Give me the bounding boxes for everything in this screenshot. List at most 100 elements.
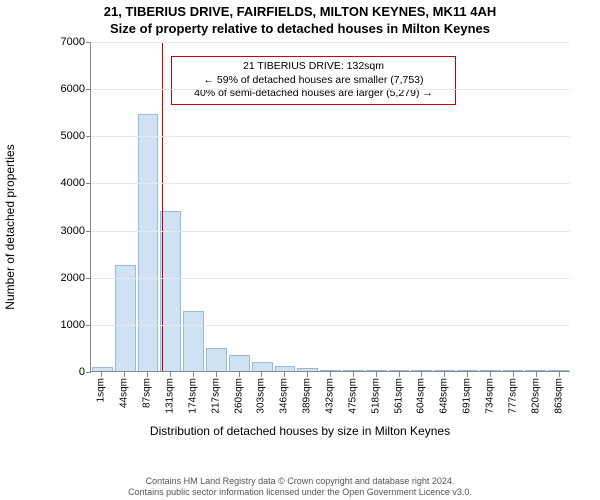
x-tick-label: 217sqm — [210, 378, 221, 414]
x-tick-mark — [101, 372, 102, 377]
x-tick-label: 604sqm — [416, 378, 427, 414]
histogram-bar — [503, 370, 524, 371]
y-tick-label: 6000 — [61, 83, 91, 95]
x-axis-title: Distribution of detached houses by size … — [0, 424, 600, 438]
y-tick-label: 7000 — [61, 36, 91, 48]
histogram-bar — [160, 211, 181, 371]
x-tick: 1sqm — [90, 372, 113, 412]
x-tick-label: 131sqm — [165, 378, 176, 414]
x-tick-mark — [239, 372, 240, 377]
histogram-bar — [138, 114, 159, 371]
histogram-bar — [548, 370, 569, 371]
y-tick-label: 2000 — [61, 272, 91, 284]
x-tick-mark — [216, 372, 217, 377]
x-tick: 777sqm — [501, 372, 524, 412]
histogram-bar — [525, 370, 546, 371]
x-tick-label: 87sqm — [142, 378, 153, 408]
x-tick-label: 174sqm — [187, 378, 198, 414]
x-tick: 432sqm — [319, 372, 342, 412]
x-tick-label: 648sqm — [439, 378, 450, 414]
gridline — [91, 42, 570, 43]
x-tick-mark — [124, 372, 125, 377]
y-tick-label: 3000 — [61, 225, 91, 237]
plot-area: 21 TIBERIUS DRIVE: 132sqm← 59% of detach… — [90, 42, 570, 372]
gridline — [91, 89, 570, 90]
x-tick: 346sqm — [273, 372, 296, 412]
x-tick-mark — [353, 372, 354, 377]
x-tick-label: 561sqm — [393, 378, 404, 414]
x-tick: 303sqm — [250, 372, 273, 412]
histogram-bar — [297, 368, 318, 371]
x-tick-mark — [513, 372, 514, 377]
x-tick-mark — [467, 372, 468, 377]
x-tick-label: 389sqm — [302, 378, 313, 414]
histogram-bar — [320, 370, 341, 371]
histogram-bar — [343, 370, 364, 371]
x-tick-label: 734sqm — [485, 378, 496, 414]
y-axis-label: Number of detached properties — [3, 144, 17, 309]
x-tick: 518sqm — [364, 372, 387, 412]
gridline — [91, 136, 570, 137]
x-tick-mark — [444, 372, 445, 377]
x-tick-mark — [376, 372, 377, 377]
chart-title-block: 21, TIBERIUS DRIVE, FAIRFIELDS, MILTON K… — [0, 0, 600, 38]
x-tick: 475sqm — [341, 372, 364, 412]
x-tick-label: 303sqm — [256, 378, 267, 414]
y-tick-label: 4000 — [61, 177, 91, 189]
x-tick: 820sqm — [524, 372, 547, 412]
x-tick-mark — [284, 372, 285, 377]
x-tick-mark — [421, 372, 422, 377]
gridline — [91, 278, 570, 279]
x-tick: 863sqm — [547, 372, 570, 412]
x-axis-ticks: 1sqm 44sqm 87sqm 131sqm 174sqm 217sqm 260sqm 30… — [90, 372, 570, 412]
x-tick: 561sqm — [387, 372, 410, 412]
x-tick-mark — [559, 372, 560, 377]
x-tick-label: 260sqm — [233, 378, 244, 414]
x-tick-mark — [307, 372, 308, 377]
footer-line-2: Contains public sector information licen… — [0, 487, 600, 498]
gridline — [91, 183, 570, 184]
x-tick-mark — [147, 372, 148, 377]
x-tick-mark — [536, 372, 537, 377]
x-tick-mark — [193, 372, 194, 377]
title-line-1: 21, TIBERIUS DRIVE, FAIRFIELDS, MILTON K… — [0, 4, 600, 21]
histogram-bar — [389, 370, 410, 371]
x-tick-mark — [170, 372, 171, 377]
property-marker-line — [162, 42, 163, 371]
histogram-bar — [366, 370, 387, 371]
x-tick-label: 777sqm — [507, 378, 518, 414]
x-tick: 389sqm — [296, 372, 319, 412]
x-tick: 217sqm — [204, 372, 227, 412]
x-tick: 648sqm — [433, 372, 456, 412]
x-tick: 734sqm — [479, 372, 502, 412]
chart-container: Number of detached properties 21 TIBERIU… — [50, 42, 570, 412]
annotation-line: 21 TIBERIUS DRIVE: 132sqm — [178, 60, 449, 74]
x-tick-mark — [261, 372, 262, 377]
annotation-line: ← 59% of detached houses are smaller (7,… — [178, 74, 449, 88]
x-tick-label: 44sqm — [119, 378, 130, 408]
x-tick-label: 432sqm — [325, 378, 336, 414]
x-tick-label: 475sqm — [347, 378, 358, 414]
x-tick: 691sqm — [456, 372, 479, 412]
histogram-bar — [457, 370, 478, 371]
x-tick-label: 863sqm — [553, 378, 564, 414]
histogram-bar — [115, 265, 136, 371]
histogram-bar — [411, 370, 432, 371]
annotation-box: 21 TIBERIUS DRIVE: 132sqm← 59% of detach… — [171, 56, 456, 105]
histogram-bar — [252, 362, 273, 371]
histogram-bar — [434, 370, 455, 371]
gridline — [91, 325, 570, 326]
x-tick: 131sqm — [159, 372, 182, 412]
x-tick: 174sqm — [181, 372, 204, 412]
x-tick-mark — [399, 372, 400, 377]
y-tick-label: 5000 — [61, 130, 91, 142]
x-tick: 260sqm — [227, 372, 250, 412]
footer-line-1: Contains HM Land Registry data © Crown c… — [0, 476, 600, 487]
x-tick-label: 820sqm — [530, 378, 541, 414]
x-tick-mark — [330, 372, 331, 377]
x-tick-label: 691sqm — [462, 378, 473, 414]
x-tick: 44sqm — [113, 372, 136, 412]
x-tick-label: 1sqm — [96, 378, 107, 402]
x-tick-label: 518sqm — [370, 378, 381, 414]
histogram-bar — [92, 367, 113, 371]
